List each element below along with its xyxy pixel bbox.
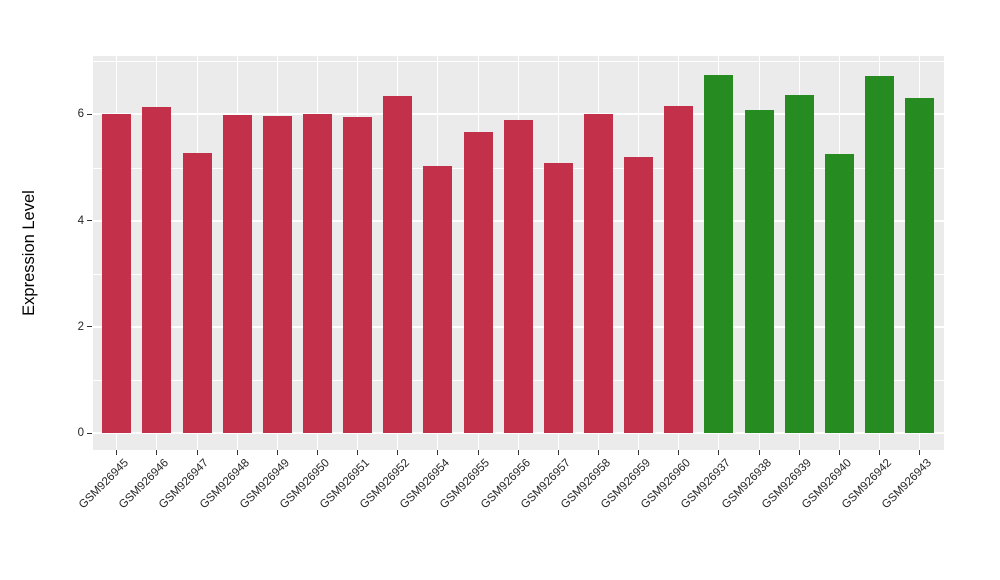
x-tick (919, 450, 921, 455)
bar-GSM926951 (343, 117, 373, 433)
x-tick (397, 450, 399, 455)
y-tick-label: 4 (77, 214, 84, 227)
x-tick (557, 450, 559, 455)
x-tick (638, 450, 640, 455)
bar-GSM926952 (383, 95, 413, 433)
bar-GSM926949 (262, 115, 292, 433)
bar-GSM926955 (463, 132, 493, 433)
major-gridline (93, 432, 944, 434)
minor-gridline (93, 61, 944, 63)
bar-GSM926942 (865, 76, 895, 433)
x-tick (236, 450, 238, 455)
bar-GSM926957 (543, 162, 573, 433)
x-tick (116, 450, 118, 455)
x-tick (517, 450, 519, 455)
bar-GSM926947 (182, 153, 212, 433)
x-tick (879, 450, 881, 455)
y-tick-label: 6 (77, 108, 84, 121)
major-gridline (93, 113, 944, 116)
bar-GSM926960 (664, 106, 694, 433)
bar-GSM926954 (423, 165, 453, 433)
x-tick (196, 450, 198, 455)
y-tick-label: 2 (77, 320, 84, 333)
bar-GSM926946 (142, 106, 172, 433)
x-tick (156, 450, 158, 455)
x-tick (838, 450, 840, 455)
x-tick (276, 450, 278, 455)
x-tick (477, 450, 479, 455)
x-tick (758, 450, 760, 455)
x-tick (437, 450, 439, 455)
y-tick-label: 0 (77, 427, 84, 439)
bar-GSM926950 (302, 113, 332, 433)
bar-GSM926939 (784, 95, 814, 433)
x-tick (718, 450, 720, 455)
x-tick (316, 450, 318, 455)
y-tick (87, 220, 92, 222)
bar-GSM926948 (222, 114, 252, 433)
x-tick (357, 450, 359, 455)
bar-GSM926938 (744, 109, 774, 433)
x-tick (798, 450, 800, 455)
y-tick (87, 113, 92, 115)
bar-GSM926940 (824, 154, 854, 433)
y-axis-title: Expression Level (20, 190, 38, 316)
bar-GSM926937 (704, 75, 734, 433)
bar-GSM926943 (905, 98, 935, 433)
y-tick (87, 326, 92, 328)
bar-GSM926945 (102, 114, 132, 433)
bar-GSM926959 (624, 156, 654, 433)
y-tick (87, 432, 92, 434)
plot-panel (93, 56, 944, 450)
x-tick (598, 450, 599, 455)
x-tick (678, 450, 680, 455)
bar-GSM926958 (584, 113, 613, 433)
bar-GSM926956 (503, 119, 533, 433)
